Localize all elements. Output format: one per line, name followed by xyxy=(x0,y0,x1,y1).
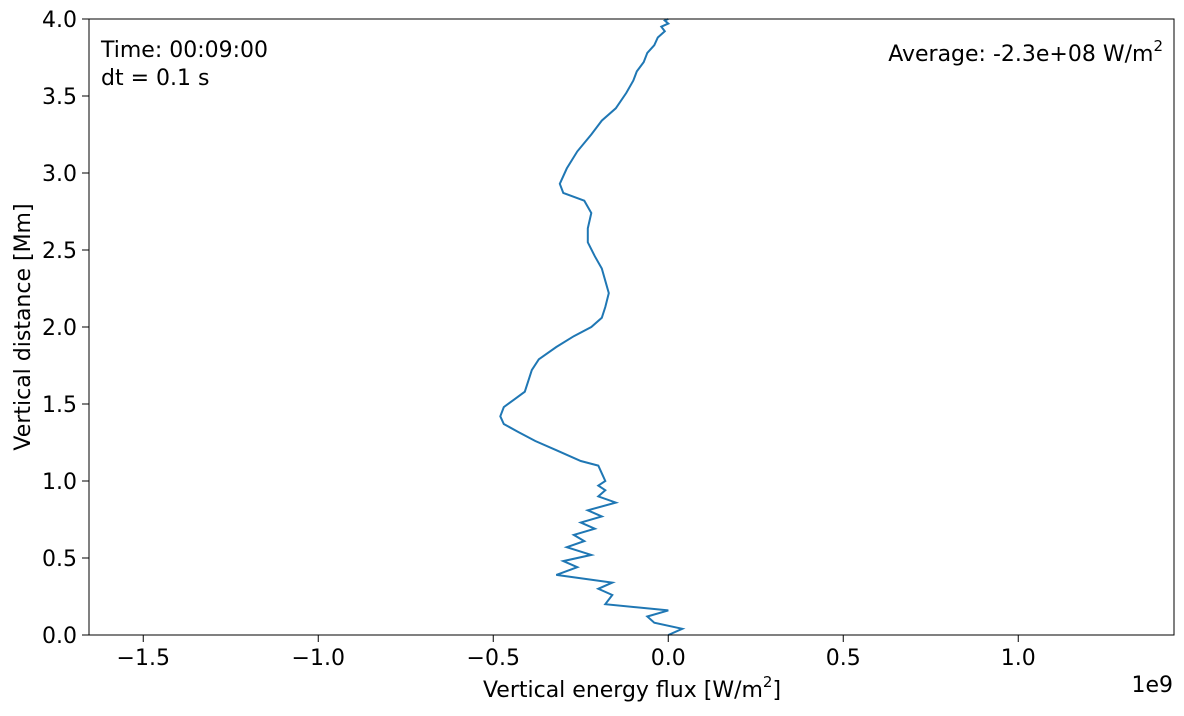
plot-frame xyxy=(88,18,1175,636)
x-tick-label: −0.5 xyxy=(467,646,520,671)
x-axis-label: Vertical energy flux [W/m2] xyxy=(483,673,781,703)
x-axis-offset-label: 1e9 xyxy=(1131,673,1173,698)
y-tick-label: 2.0 xyxy=(42,316,77,341)
dt-annotation: dt = 0.1 s xyxy=(101,66,209,91)
y-axis-ticks: 0.0 0.5 1.0 1.5 2.0 2.5 3.0 3.5 4.0 xyxy=(42,8,89,649)
x-axis-label-superscript: 2 xyxy=(763,673,773,691)
x-tick-label: 1.0 xyxy=(1001,646,1036,671)
x-tick-label: 0.0 xyxy=(651,646,686,671)
y-tick-label: 0.0 xyxy=(42,624,77,649)
y-axis-label: Vertical distance [Mm] xyxy=(11,203,36,450)
y-tick-label: 3.5 xyxy=(42,85,77,110)
average-annotation: Average: -2.3e+08 W/m2 xyxy=(888,37,1163,67)
y-tick-label: 1.0 xyxy=(42,470,77,495)
data-layer xyxy=(499,18,686,636)
series-line-flux xyxy=(499,18,686,636)
x-axis-ticks: −1.5 −1.0 −0.5 0.0 0.5 1.0 xyxy=(117,635,1036,671)
average-text: Average: -2.3e+08 W/m xyxy=(888,42,1153,67)
y-tick-label: 0.5 xyxy=(42,547,77,572)
y-tick-label: 3.0 xyxy=(42,162,77,187)
x-axis-label-text: Vertical energy flux [W/m xyxy=(483,678,763,703)
x-axis-label-tail: ] xyxy=(772,678,781,703)
y-tick-label: 4.0 xyxy=(42,8,77,33)
x-tick-label: −1.5 xyxy=(117,646,170,671)
time-annotation: Time: 00:09:00 xyxy=(100,38,268,63)
y-tick-label: 2.5 xyxy=(42,239,77,264)
x-tick-label: −1.0 xyxy=(292,646,345,671)
x-tick-label: 0.5 xyxy=(826,646,861,671)
average-superscript: 2 xyxy=(1153,37,1163,55)
y-tick-label: 1.5 xyxy=(42,393,77,418)
